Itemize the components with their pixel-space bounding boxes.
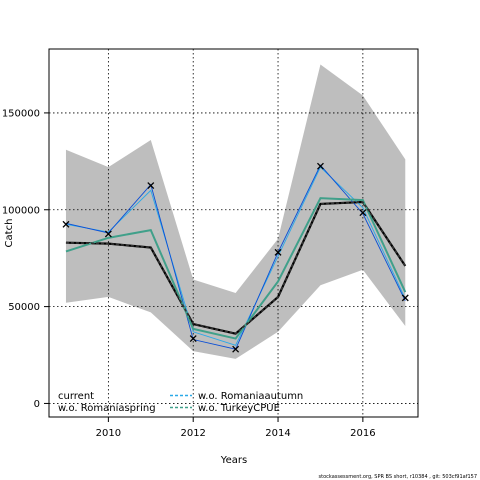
- observation-marker: [104, 230, 112, 238]
- confidence-band-layer: [65, 64, 406, 359]
- series-layer: [65, 164, 407, 350]
- x-tick-label: 2010: [96, 428, 121, 439]
- series-line-w-o-turkeycpue: [65, 197, 407, 340]
- x-tick-label: 2012: [180, 428, 205, 439]
- legend-label: w.o. Romaniaspring: [58, 403, 156, 414]
- observation-marker: [274, 248, 282, 256]
- observation-marker: [401, 294, 409, 302]
- axis-layer: 2010 2012 2014 2016 0 50000 100000 150000: [2, 108, 376, 439]
- series-line-current-dashed: [65, 201, 406, 335]
- observation-marker: [232, 345, 240, 353]
- y-tick-label: 100000: [2, 205, 40, 216]
- observation-marker: [316, 162, 324, 170]
- observation-marker: [62, 220, 70, 228]
- y-tick-label: 0: [34, 399, 40, 410]
- plot-frame: [48, 48, 419, 418]
- x-tick-label: 2014: [265, 428, 290, 439]
- observation-marker: [189, 335, 197, 343]
- observation-marker: [359, 209, 367, 217]
- series-line-w-o-romaniaautumn: [65, 166, 406, 346]
- observation-marker: [147, 182, 155, 190]
- legend-label: current: [58, 391, 94, 402]
- x-axis-title: Years: [220, 455, 247, 466]
- legend-label: w.o. Romaniaautumn: [198, 391, 303, 402]
- y-axis-title: Catch: [4, 219, 15, 248]
- legend-label: w.o. TurkeyCPUE: [198, 403, 280, 414]
- grid-layer: [49, 49, 418, 417]
- observation-marker-layer: [62, 162, 409, 353]
- y-tick-label: 150000: [2, 108, 40, 119]
- footnote: stockassessment.org, SPR BS short, r1038…: [319, 474, 477, 480]
- x-tick-label: 2016: [350, 428, 375, 439]
- confidence-band: [65, 64, 406, 359]
- y-tick-label: 50000: [8, 302, 40, 313]
